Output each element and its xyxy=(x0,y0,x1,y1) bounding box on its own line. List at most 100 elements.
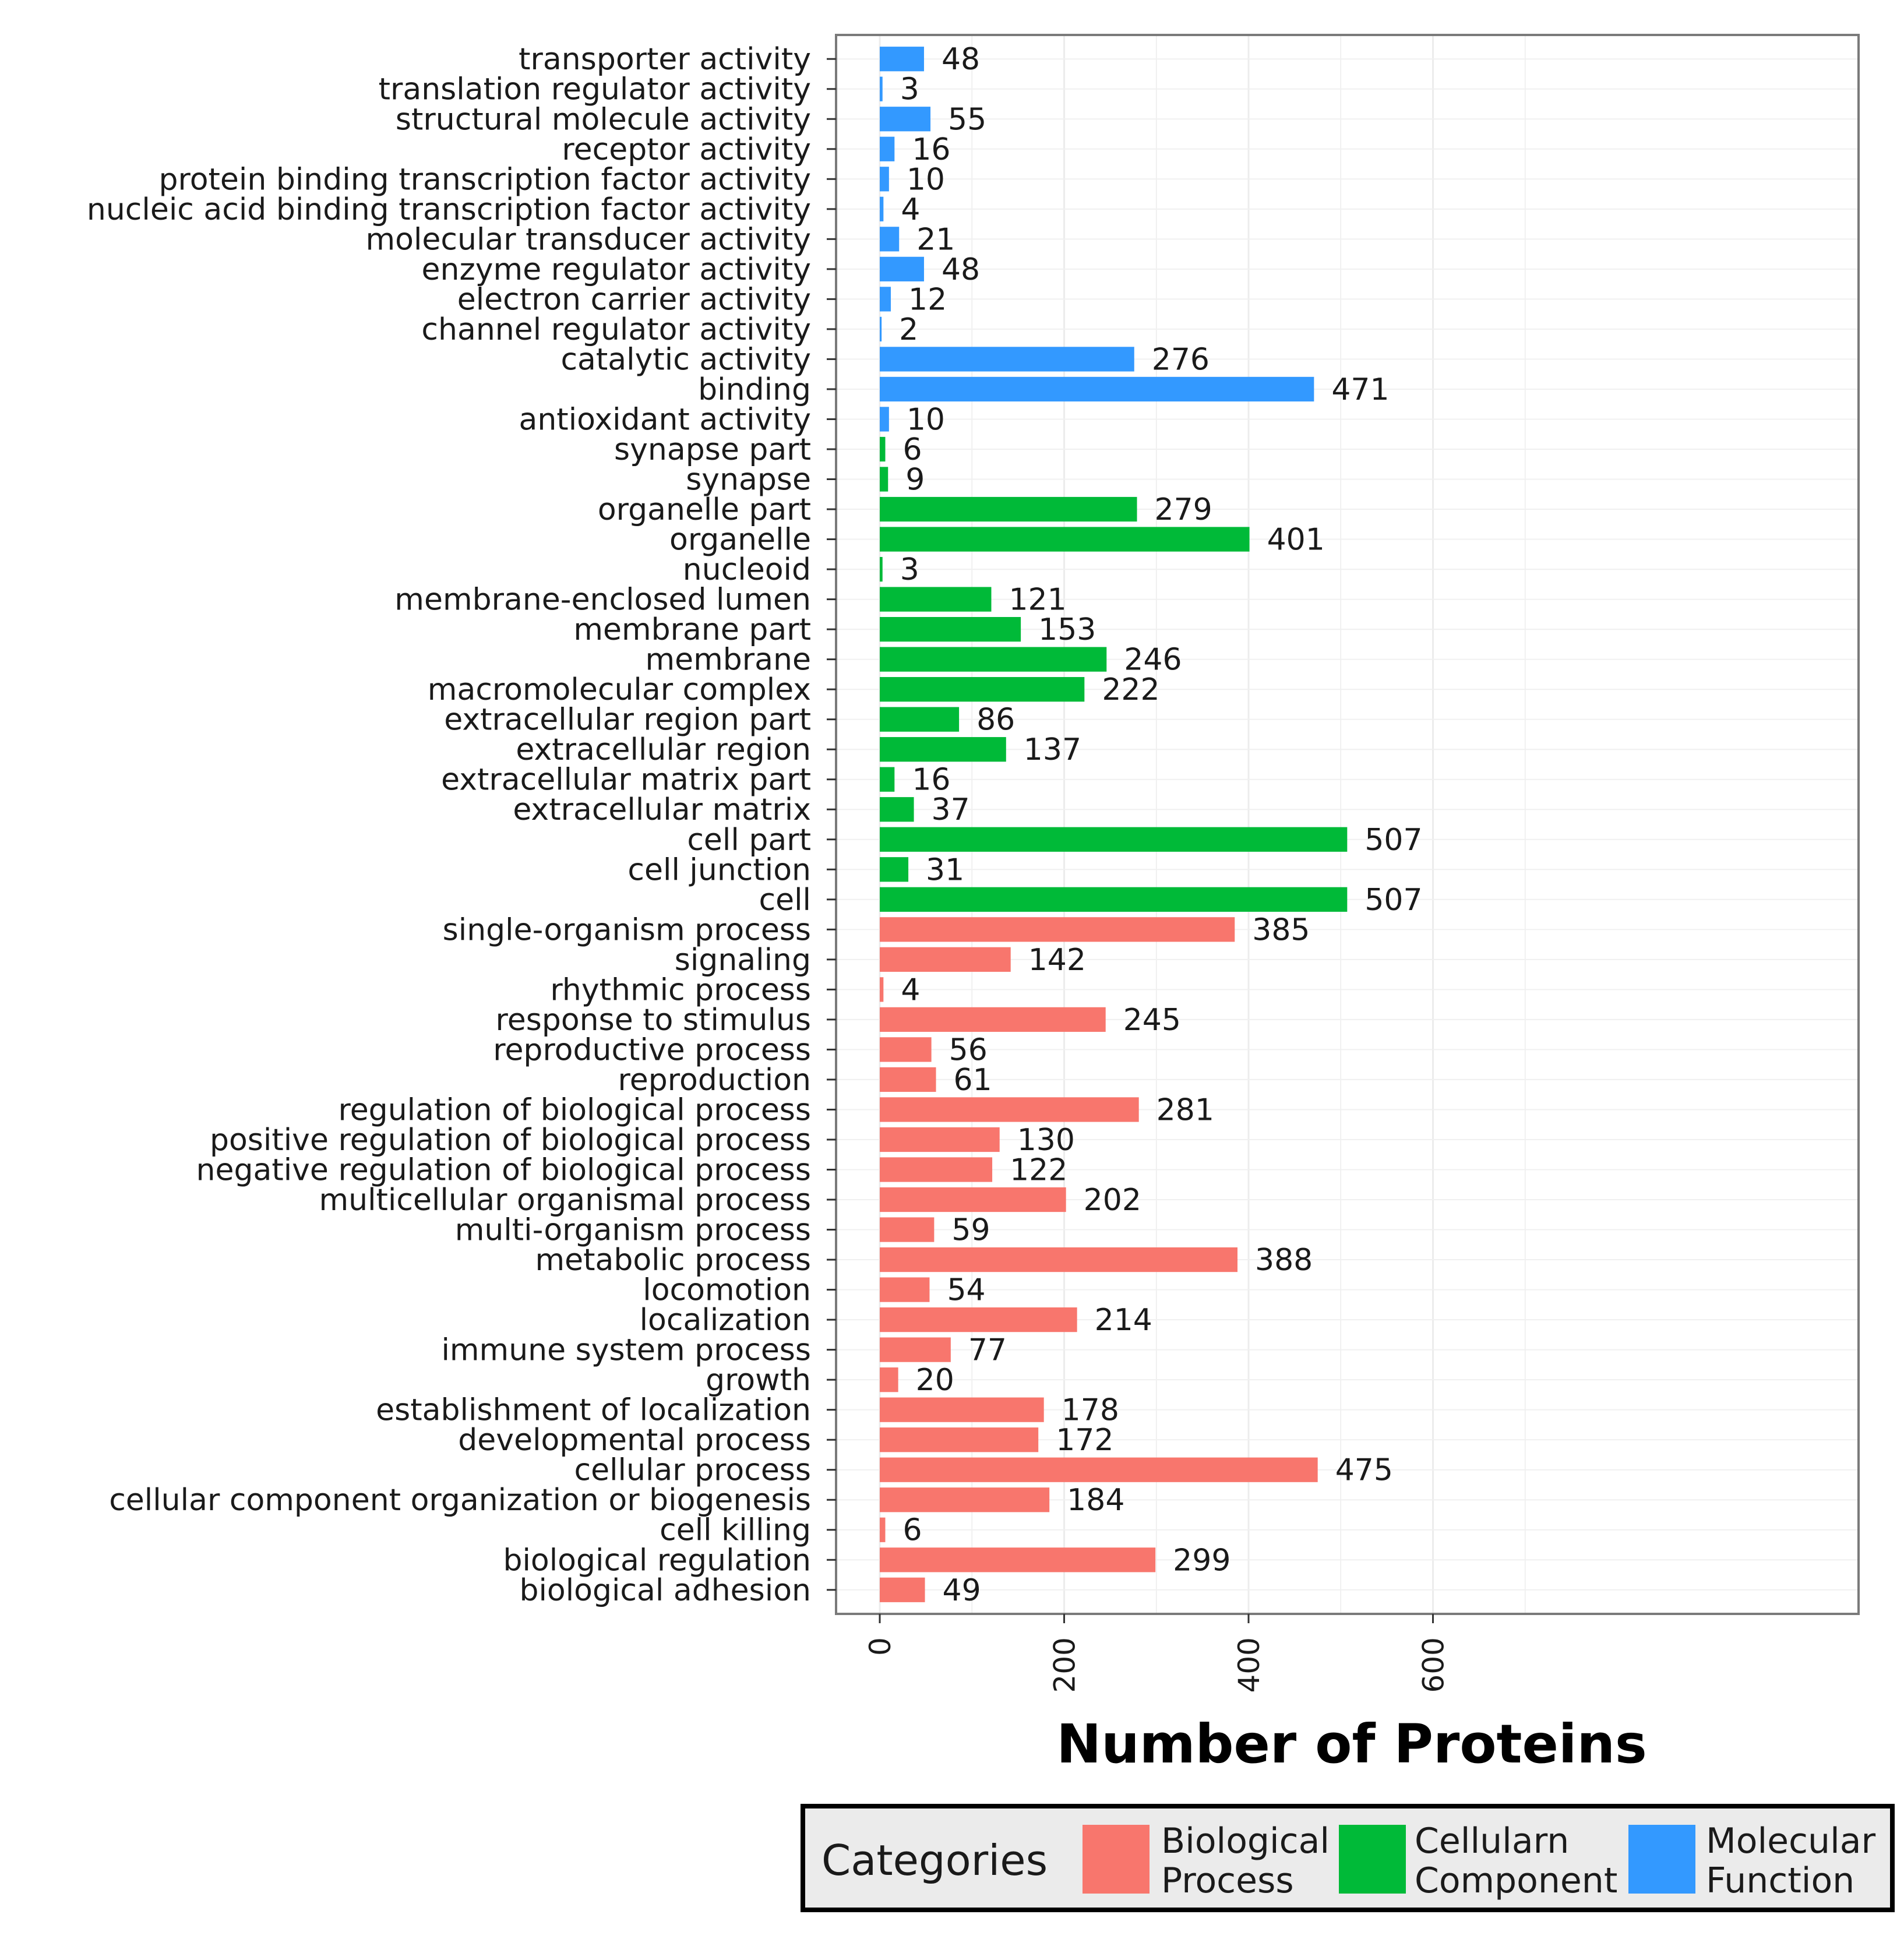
category-label-metabolic-process: metabolic process xyxy=(535,1243,811,1278)
value-label-immune-system-process: 77 xyxy=(968,1333,1007,1368)
bar-developmental-process xyxy=(880,1427,1039,1453)
category-label-membrane: membrane xyxy=(645,643,811,678)
value-label-cell: 507 xyxy=(1364,883,1422,918)
value-label-metabolic-process: 388 xyxy=(1255,1243,1313,1278)
bar-channel-regulator-activity xyxy=(880,316,882,342)
category-label-transporter-activity: transporter activity xyxy=(519,42,811,77)
legend-label-cellularn-component-line-2: Component xyxy=(1415,1860,1617,1901)
bar-structural-molecule-activity xyxy=(880,107,931,132)
bar-regulation-of-biological-process xyxy=(880,1097,1139,1122)
value-label-biological-regulation: 299 xyxy=(1173,1543,1230,1578)
bar-enzyme-regulator-activity xyxy=(880,256,924,281)
legend-label-biological-process-line-2: Process xyxy=(1161,1860,1294,1901)
category-label-antioxidant-activity: antioxidant activity xyxy=(519,402,811,437)
value-label-reproduction: 61 xyxy=(954,1063,992,1098)
value-label-cell-part: 507 xyxy=(1364,823,1422,858)
category-label-rhythmic-process: rhythmic process xyxy=(550,972,811,1007)
bar-nucleoid xyxy=(880,556,883,582)
category-label-cell-junction: cell junction xyxy=(627,852,811,887)
category-label-channel-regulator-activity: channel regulator activity xyxy=(421,312,811,347)
bar-extracellular-matrix-part xyxy=(880,767,895,792)
value-label-enzyme-regulator-activity: 48 xyxy=(942,252,980,287)
bar-membrane-enclosed-lumen xyxy=(880,587,992,612)
bar-cell-part xyxy=(880,827,1348,852)
value-label-synapse-part: 6 xyxy=(902,432,922,467)
bar-extracellular-matrix xyxy=(880,797,914,822)
value-label-synapse: 9 xyxy=(905,463,925,498)
bar-metabolic-process xyxy=(880,1247,1238,1272)
category-label-molecular-transducer-activity: molecular transducer activity xyxy=(366,222,812,257)
category-label-biological-regulation: biological regulation xyxy=(503,1543,811,1578)
bar-macromolecular-complex xyxy=(880,677,1085,702)
x-tick-label-0: 0 xyxy=(863,1637,897,1656)
value-label-nucleic-acid-binding-transcription-factor-activity: 4 xyxy=(901,192,920,227)
value-label-macromolecular-complex: 222 xyxy=(1102,672,1159,707)
legend-key-biological-process xyxy=(1083,1825,1150,1894)
x-tick-label-200: 200 xyxy=(1048,1637,1082,1693)
legend-title: Categories xyxy=(821,1836,1048,1885)
value-label-cellular-component-organization-or-biogenesis: 184 xyxy=(1067,1483,1124,1518)
bar-localization xyxy=(880,1307,1077,1332)
bar-cell xyxy=(880,887,1348,912)
value-label-reproductive-process: 56 xyxy=(949,1032,988,1067)
legend-label-cellularn-component-line-1: Cellularn xyxy=(1415,1821,1569,1862)
bar-single-organism-process xyxy=(880,917,1235,942)
value-label-positive-regulation-of-biological-process: 130 xyxy=(1017,1123,1075,1158)
category-label-response-to-stimulus: response to stimulus xyxy=(496,1003,811,1038)
category-label-binding: binding xyxy=(698,372,811,407)
category-label-positive-regulation-of-biological-process: positive regulation of biological proces… xyxy=(210,1123,811,1158)
category-label-extracellular-region: extracellular region xyxy=(516,732,811,767)
bar-negative-regulation-of-biological-process xyxy=(880,1157,993,1182)
bar-cell-junction xyxy=(880,857,909,882)
value-label-cell-killing: 6 xyxy=(902,1513,922,1548)
bar-translation-regulator-activity xyxy=(880,76,883,101)
category-label-negative-regulation-of-biological-process: negative regulation of biological proces… xyxy=(196,1152,812,1187)
bar-cellular-process xyxy=(880,1457,1318,1482)
bar-catalytic-activity xyxy=(880,347,1134,372)
category-label-catalytic-activity: catalytic activity xyxy=(560,342,811,377)
value-label-organelle: 401 xyxy=(1267,523,1325,558)
legend-label-molecular-function-line-2: Function xyxy=(1706,1860,1854,1901)
category-label-nucleoid: nucleoid xyxy=(683,552,811,587)
category-label-structural-molecule-activity: structural molecule activity xyxy=(396,102,811,137)
value-label-membrane-enclosed-lumen: 121 xyxy=(1009,583,1066,618)
value-label-cellular-process: 475 xyxy=(1335,1453,1393,1488)
category-label-organelle: organelle xyxy=(669,523,811,558)
bar-multicellular-organismal-process xyxy=(880,1187,1066,1212)
value-label-structural-molecule-activity: 55 xyxy=(948,102,986,137)
bar-establishment-of-localization xyxy=(880,1397,1044,1422)
value-label-binding: 471 xyxy=(1331,372,1389,407)
value-label-cell-junction: 31 xyxy=(926,852,964,887)
category-label-extracellular-matrix-part: extracellular matrix part xyxy=(441,763,811,798)
category-label-membrane-enclosed-lumen: membrane-enclosed lumen xyxy=(394,583,811,618)
bar-signaling xyxy=(880,947,1011,972)
category-label-nucleic-acid-binding-transcription-factor-activity: nucleic acid binding transcription facto… xyxy=(87,192,811,227)
legend-label-molecular-function-line-1: Molecular xyxy=(1706,1821,1876,1862)
category-label-translation-regulator-activity: translation regulator activity xyxy=(379,72,811,107)
bar-protein-binding-transcription-factor-activity xyxy=(880,167,889,192)
category-label-regulation-of-biological-process: regulation of biological process xyxy=(338,1092,811,1127)
bar-antioxidant-activity xyxy=(880,407,889,432)
bar-nucleic-acid-binding-transcription-factor-activity xyxy=(880,196,884,221)
category-label-single-organism-process: single-organism process xyxy=(443,912,811,947)
category-label-immune-system-process: immune system process xyxy=(441,1333,811,1368)
category-label-receptor-activity: receptor activity xyxy=(562,132,811,167)
bar-cellular-component-organization-or-biogenesis xyxy=(880,1487,1050,1513)
category-label-cell-killing: cell killing xyxy=(660,1513,811,1548)
bar-synapse xyxy=(880,467,888,492)
bar-rhythmic-process xyxy=(880,977,884,1002)
grid-lines xyxy=(836,35,1859,1614)
bar-binding xyxy=(880,376,1314,402)
bar-reproductive-process xyxy=(880,1037,932,1062)
bar-synapse-part xyxy=(880,436,886,462)
value-label-localization: 214 xyxy=(1095,1303,1152,1338)
value-label-molecular-transducer-activity: 21 xyxy=(916,222,955,257)
category-label-extracellular-matrix: extracellular matrix xyxy=(513,792,811,827)
value-label-antioxidant-activity: 10 xyxy=(907,402,945,437)
bar-cell-killing xyxy=(880,1517,886,1542)
category-label-reproductive-process: reproductive process xyxy=(493,1032,811,1067)
legend-label-biological-process-line-1: Biological xyxy=(1161,1821,1330,1862)
x-tick-label-400: 400 xyxy=(1232,1637,1266,1693)
value-label-extracellular-region: 137 xyxy=(1024,732,1081,767)
